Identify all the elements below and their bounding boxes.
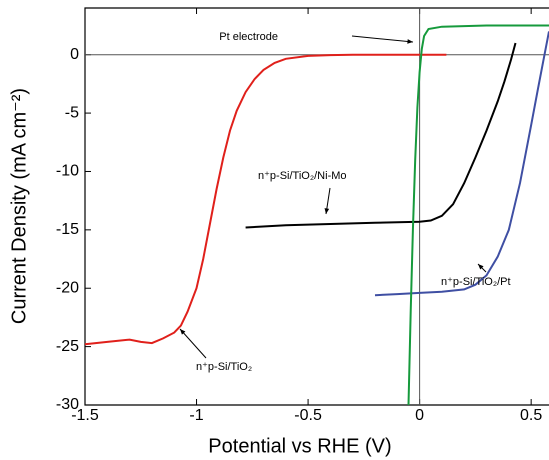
x-axis-label: Potential vs RHE (V) — [208, 435, 391, 457]
y-tick-label: -15 — [56, 221, 79, 238]
y-tick-label: -20 — [56, 279, 79, 296]
y-tick-label: -10 — [56, 163, 79, 180]
series-annotation: Pt electrode — [219, 31, 278, 43]
arrow-head — [407, 39, 413, 44]
x-tick-label: 0.5 — [520, 407, 542, 424]
x-tick-label: -0.5 — [294, 407, 322, 424]
axis-frame — [84, 7, 549, 406]
series-line — [374, 31, 549, 297]
series-annotation: n⁺p-Si/TiO₂ — [196, 361, 252, 373]
y-tick-label: -30 — [56, 396, 79, 413]
arrow-head — [180, 329, 186, 335]
y-tick-label: -25 — [56, 338, 79, 355]
series-line — [84, 53, 447, 346]
y-axis-label: Current Density (mA cm⁻²) — [8, 88, 30, 324]
annotation-arrow — [179, 328, 207, 359]
y-tick-label: -5 — [65, 104, 79, 121]
x-tick-label: 0 — [415, 407, 424, 424]
series-annotation: n⁺p-Si/TiO₂/Ni-Mo — [258, 170, 347, 182]
series-line — [407, 24, 549, 406]
series-line — [245, 42, 517, 229]
arrow-head — [478, 264, 484, 270]
x-tick-label: -1 — [189, 407, 203, 424]
series-annotation: n⁺p-Si/TiO₂/Pt — [441, 276, 511, 288]
annotation-arrow — [351, 35, 414, 43]
y-tick-label: 0 — [70, 46, 79, 63]
arrow-head — [324, 208, 330, 214]
x-tick-label: -1.5 — [71, 407, 99, 424]
